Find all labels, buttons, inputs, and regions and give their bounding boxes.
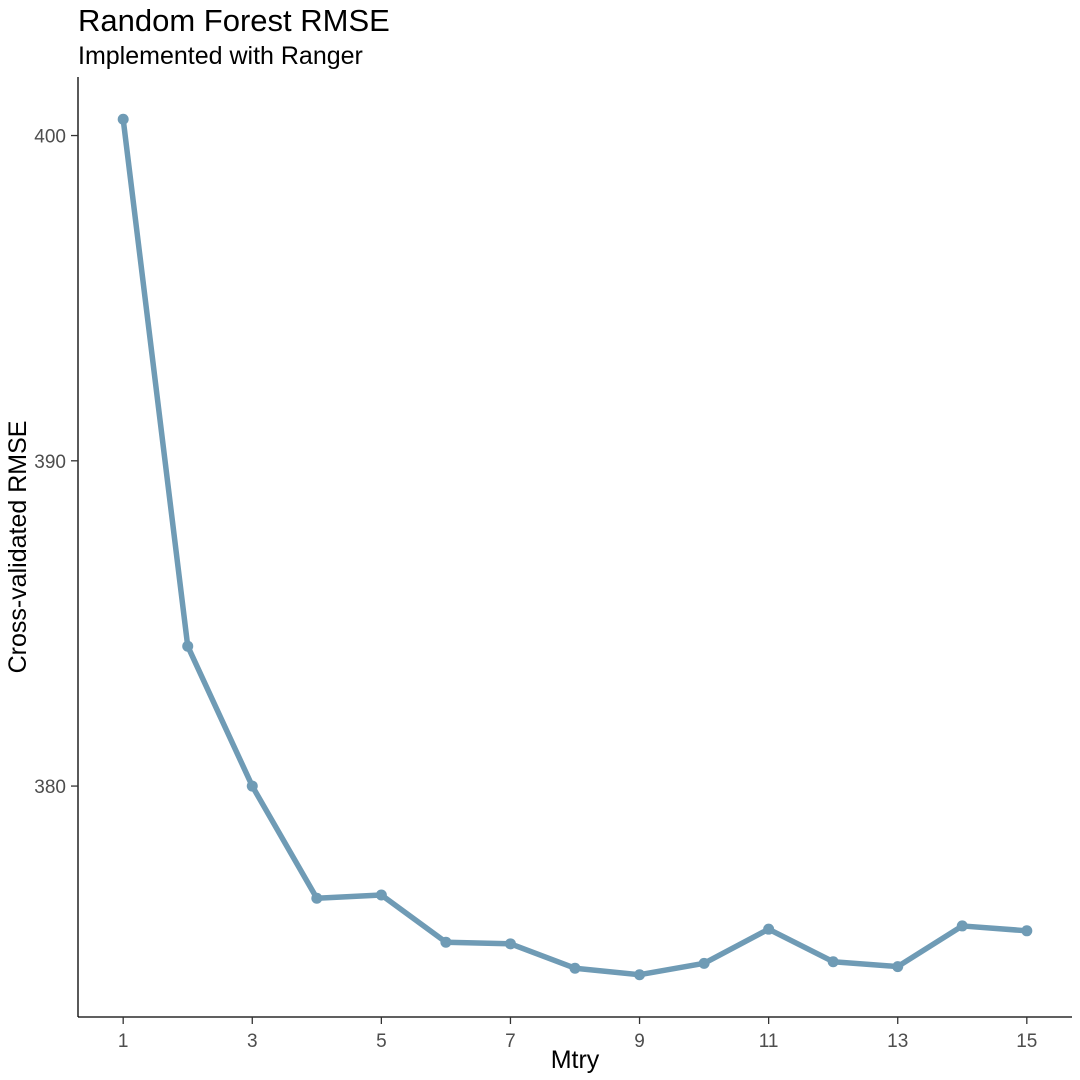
- series-line: [120, 116, 1030, 978]
- data-point: [246, 780, 258, 792]
- x-tick-label: 5: [376, 1031, 387, 1052]
- x-tick-label: 11: [759, 1031, 779, 1052]
- data-point: [311, 892, 323, 904]
- x-tick-label: 7: [505, 1031, 516, 1052]
- x-tick-label: 13: [887, 1031, 908, 1052]
- plot-area: [117, 113, 1033, 981]
- data-point: [440, 936, 452, 948]
- data-point: [504, 938, 516, 950]
- data-point: [827, 956, 839, 968]
- x-axis-label: Mtry: [551, 1046, 600, 1074]
- chart-subtitle: Implemented with Ranger: [78, 42, 363, 70]
- chart-title: Random Forest RMSE: [78, 3, 390, 38]
- data-point: [634, 969, 646, 981]
- y-tick-label: 400: [34, 127, 66, 148]
- y-axis-ticks: 380 390 400: [34, 127, 78, 798]
- data-point: [182, 640, 194, 652]
- data-point: [698, 957, 710, 969]
- x-axis-ticks: 1 3 5 7 9 11 13 15: [118, 1017, 1037, 1052]
- data-point: [117, 113, 129, 125]
- data-point: [375, 889, 387, 901]
- y-tick-label: 380: [34, 777, 66, 798]
- data-point: [892, 961, 904, 973]
- data-point: [956, 920, 968, 932]
- x-tick-label: 3: [247, 1031, 258, 1052]
- x-tick-label: 9: [634, 1031, 645, 1052]
- data-point: [569, 962, 581, 974]
- x-tick-label: 15: [1016, 1031, 1037, 1052]
- y-tick-label: 390: [34, 452, 66, 473]
- data-point: [763, 923, 775, 935]
- y-axis-label: Cross-validated RMSE: [4, 421, 32, 674]
- data-point: [1021, 925, 1033, 937]
- x-tick-label: 1: [118, 1031, 129, 1052]
